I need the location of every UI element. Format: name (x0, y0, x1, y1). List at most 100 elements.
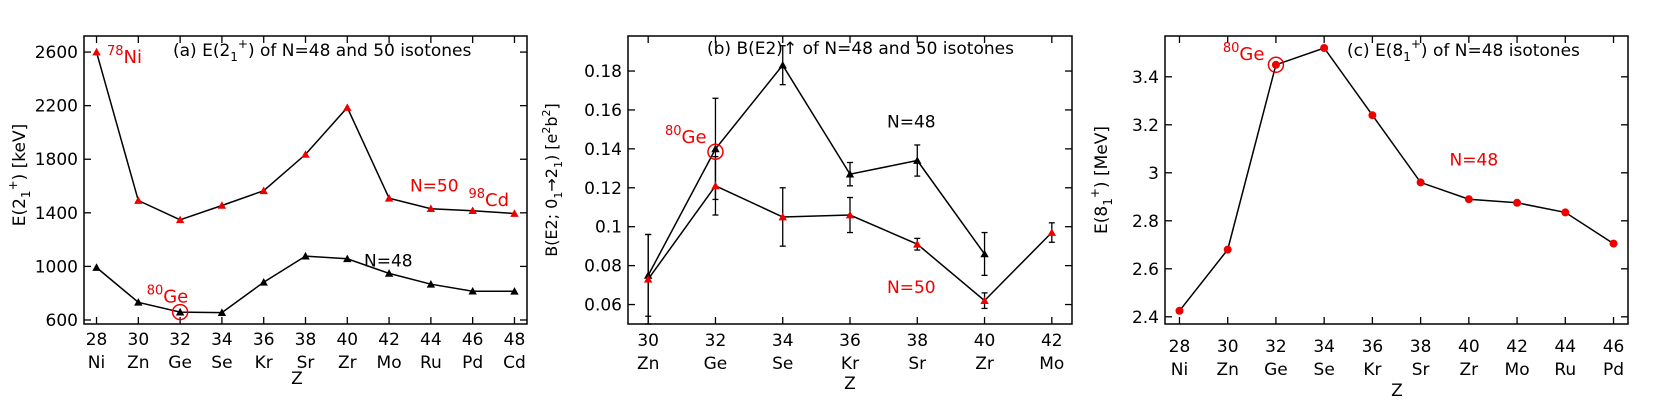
data-point (913, 240, 922, 248)
x-tick-label: 34 (1313, 337, 1335, 357)
series-annotation: N=50 (887, 278, 936, 298)
y-tick-label: 3.4 (1132, 68, 1159, 88)
x-tick-label: 32 (705, 331, 727, 351)
data-point (1513, 198, 1522, 207)
chart-panel-c: (c) E(81+) of N=48 isotones E(81+) [MeV]… (1088, 35, 1629, 401)
isotope-annotation: 80Ge (1223, 41, 1265, 65)
element-label: Ru (1554, 360, 1576, 380)
data-point (134, 298, 143, 306)
element-label: Ge (168, 353, 192, 373)
y-tick-label: 2.6 (1132, 260, 1159, 280)
y-tick-label: 1000 (35, 257, 78, 277)
x-tick-label: 38 (295, 330, 317, 350)
x-tick-label: 28 (86, 330, 108, 350)
y-tick-label: 0.16 (584, 101, 622, 121)
chart-c-frame (1164, 35, 1629, 325)
x-tick-label: 32 (1265, 337, 1287, 357)
y-tick-label: 1800 (35, 150, 78, 170)
data-point (845, 210, 855, 219)
series-line (1178, 47, 1614, 312)
data-point (175, 307, 185, 316)
series-annotation: N=50 (410, 176, 459, 196)
element-label: Zr (975, 354, 994, 374)
series-annotation: N=48 (887, 112, 936, 132)
data-point (384, 194, 394, 202)
data-point (217, 308, 227, 316)
data-point (1223, 245, 1232, 254)
series-annotation: N=48 (364, 251, 413, 271)
x-tick-label: 30 (128, 330, 150, 350)
element-label: Ge (1264, 360, 1288, 380)
data-point (301, 150, 310, 158)
data-point (384, 269, 394, 277)
y-tick-label: 2.8 (1132, 212, 1159, 232)
chart-panel-a: (a) E(21+) of N=48 and 50 isotones E(21+… (6, 35, 528, 389)
highlight-circle (1267, 56, 1285, 74)
data-point (1175, 306, 1184, 315)
series-annotation: N=48 (1450, 151, 1499, 171)
data-point (259, 186, 268, 195)
data-point (1368, 111, 1377, 120)
element-label: Pd (462, 353, 483, 373)
data-point (1464, 195, 1473, 204)
element-label: Kr (841, 354, 859, 374)
y-tick-label: 600 (46, 311, 78, 331)
element-label: Ge (704, 354, 728, 374)
data-point (175, 215, 185, 224)
x-tick-label: 36 (1362, 337, 1384, 357)
element-label: Ru (420, 353, 442, 373)
y-tick-label: 2600 (35, 43, 78, 63)
element-label: Zn (637, 354, 659, 374)
x-tick-label: 38 (906, 331, 928, 351)
x-tick-label: 48 (504, 330, 526, 350)
chart-a-xlabel: Z (291, 369, 303, 389)
x-tick-label: 40 (974, 331, 996, 351)
data-point (778, 60, 787, 69)
chart-b-frame (627, 35, 1073, 325)
x-tick-label: 34 (772, 331, 794, 351)
data-point (1047, 228, 1057, 236)
data-point (1561, 208, 1570, 217)
element-label: Sr (297, 353, 315, 373)
x-tick-label: 36 (253, 330, 275, 350)
x-tick-label: 44 (420, 330, 442, 350)
data-point (217, 201, 227, 209)
y-tick-label: 0.12 (584, 179, 622, 199)
chart-b-title: (b) B(E2)↑ of N=48 and 50 isotones (707, 39, 1014, 59)
element-label: Mo (1039, 354, 1064, 374)
element-label: Ni (88, 353, 105, 373)
data-point (1320, 44, 1329, 52)
highlight-circle (707, 143, 724, 161)
element-label: Zn (1216, 360, 1238, 380)
data-point (426, 280, 436, 288)
data-point (343, 254, 352, 263)
x-tick-label: 42 (1506, 337, 1528, 357)
data-point (301, 251, 310, 260)
chart-c-ylabel: E(81+) [MeV] (1088, 126, 1115, 234)
x-tick-label: 32 (169, 330, 191, 350)
isotope-annotation: 78Ni (107, 44, 142, 68)
data-point (134, 196, 143, 204)
data-point (1271, 60, 1280, 69)
data-point (711, 181, 720, 190)
isotope-annotation: 98Cd (468, 187, 509, 211)
highlight-circle (171, 303, 189, 321)
element-label: Zr (1460, 360, 1479, 380)
data-point (1609, 239, 1618, 248)
data-point (426, 204, 436, 213)
chart-c-xlabel: Z (1391, 381, 1403, 401)
x-tick-label: 34 (211, 330, 233, 350)
x-tick-label: 36 (839, 331, 861, 351)
chart-a-title: (a) E(21+) of N=48 and 50 isotones (173, 37, 472, 64)
x-tick-label: 40 (1458, 337, 1480, 357)
data-point (92, 263, 101, 271)
element-label: Kr (255, 353, 273, 373)
y-tick-label: 1400 (35, 204, 78, 224)
x-tick-label: 42 (378, 330, 400, 350)
element-label: Pd (1603, 360, 1624, 380)
element-label: Se (772, 354, 793, 374)
chart-a-frame (83, 35, 528, 325)
chart-b-ylabel: B(E2; 01→21) [e2b2] (540, 103, 565, 257)
x-tick-label: 42 (1041, 331, 1063, 351)
